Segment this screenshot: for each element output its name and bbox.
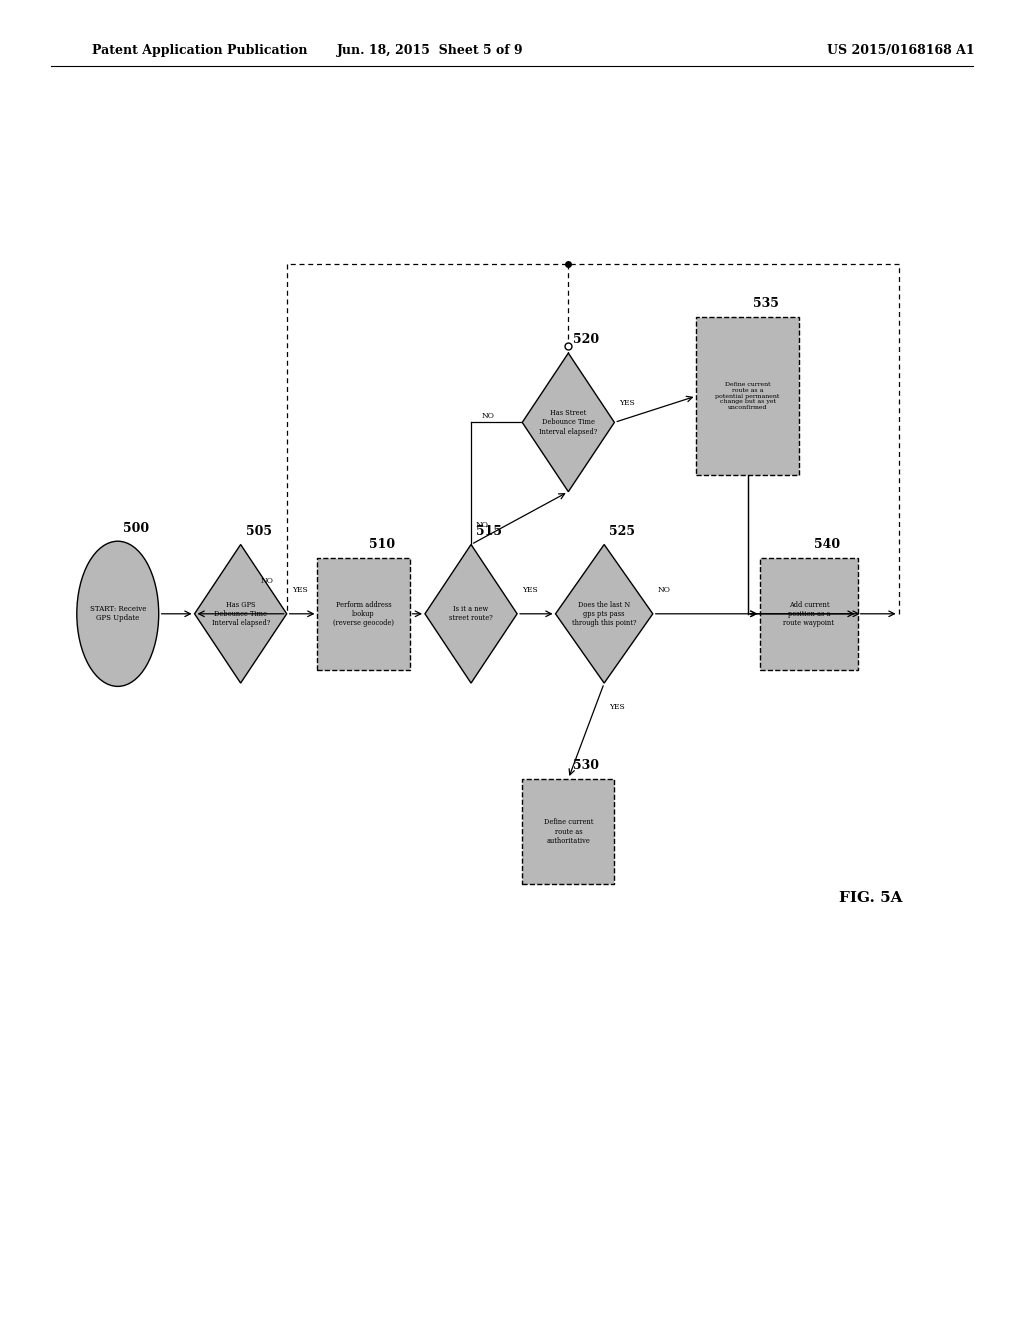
Text: Patent Application Publication: Patent Application Publication (92, 44, 307, 57)
FancyBboxPatch shape (760, 557, 858, 671)
Text: YES: YES (620, 399, 635, 407)
Text: NO: NO (475, 520, 488, 529)
Text: Jun. 18, 2015  Sheet 5 of 9: Jun. 18, 2015 Sheet 5 of 9 (337, 44, 523, 57)
Text: Add current
position as a
route waypoint: Add current position as a route waypoint (783, 601, 835, 627)
Text: 515: 515 (476, 525, 502, 539)
Text: Define current
route as a
potential permanent
change but as yet
unconfirmed: Define current route as a potential perm… (716, 381, 779, 411)
Text: NO: NO (657, 586, 671, 594)
Text: YES: YES (292, 586, 307, 594)
Text: Has GPS
Debounce Time
Interval elapsed?: Has GPS Debounce Time Interval elapsed? (212, 601, 269, 627)
Text: Does the last N
gps pts pass
through this point?: Does the last N gps pts pass through thi… (572, 601, 636, 627)
Text: START: Receive
GPS Update: START: Receive GPS Update (89, 605, 146, 623)
Ellipse shape (77, 541, 159, 686)
Text: 540: 540 (814, 539, 841, 552)
FancyBboxPatch shape (696, 317, 799, 475)
Text: 510: 510 (369, 539, 395, 552)
Text: 500: 500 (123, 521, 150, 535)
Text: YES: YES (609, 702, 625, 711)
Text: Perform address
lookup
(reverse geocode): Perform address lookup (reverse geocode) (333, 601, 394, 627)
Polygon shape (425, 544, 517, 682)
Text: NO: NO (261, 577, 274, 585)
FancyBboxPatch shape (522, 779, 614, 884)
Text: FIG. 5A: FIG. 5A (839, 891, 902, 904)
Text: Define current
route as
authoritative: Define current route as authoritative (544, 818, 593, 845)
Text: YES: YES (522, 586, 538, 594)
Text: 525: 525 (609, 525, 635, 539)
Text: 530: 530 (573, 759, 599, 772)
Polygon shape (555, 544, 653, 682)
Text: 520: 520 (573, 334, 600, 346)
Polygon shape (522, 352, 614, 491)
Polygon shape (195, 544, 287, 682)
Text: US 2015/0168168 A1: US 2015/0168168 A1 (827, 44, 975, 57)
Text: 505: 505 (246, 525, 271, 539)
Text: 535: 535 (753, 297, 778, 310)
Text: Is it a new
street route?: Is it a new street route? (450, 605, 493, 623)
Text: NO: NO (481, 412, 495, 420)
Text: Has Street
Debounce Time
Interval elapsed?: Has Street Debounce Time Interval elapse… (540, 409, 597, 436)
FancyBboxPatch shape (317, 557, 410, 671)
